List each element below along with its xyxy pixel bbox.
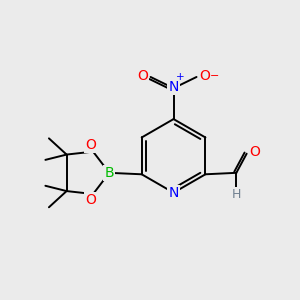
Text: O: O (137, 68, 148, 83)
Text: O: O (250, 145, 260, 159)
Text: O: O (85, 194, 96, 208)
Text: N: N (168, 186, 179, 200)
Text: O: O (199, 68, 210, 83)
Text: B: B (104, 166, 114, 180)
Text: −: − (210, 70, 220, 80)
Text: O: O (85, 138, 96, 152)
Text: H: H (232, 188, 241, 201)
Text: +: + (176, 72, 184, 82)
Text: N: N (168, 80, 179, 94)
